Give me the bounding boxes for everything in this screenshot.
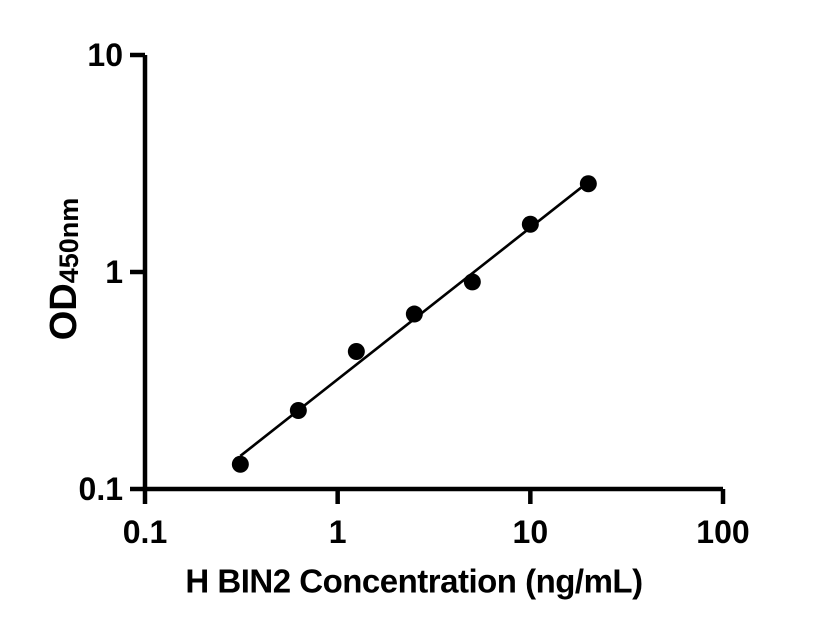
y-tick-label: 0.1 bbox=[79, 471, 123, 507]
data-point bbox=[231, 455, 249, 473]
x-tick-label: 10 bbox=[513, 514, 549, 550]
x-tick-label: 1 bbox=[329, 514, 347, 550]
x-axis-title: H BIN2 Concentration (ng/mL) bbox=[185, 562, 643, 600]
x-tick-label: 100 bbox=[696, 514, 749, 550]
data-point bbox=[347, 343, 365, 361]
y-axis-title: OD450nm bbox=[43, 197, 85, 341]
y-tick-label: 1 bbox=[105, 254, 123, 290]
x-tick-label: 0.1 bbox=[123, 514, 167, 550]
data-point bbox=[579, 175, 597, 193]
data-point bbox=[463, 273, 481, 291]
y-axis-title-subscript: 450nm bbox=[54, 197, 84, 284]
y-axis-title-main: OD bbox=[43, 283, 85, 341]
data-point bbox=[521, 215, 539, 233]
data-point bbox=[289, 402, 307, 420]
y-tick-label: 10 bbox=[87, 37, 123, 73]
data-point bbox=[405, 305, 423, 323]
